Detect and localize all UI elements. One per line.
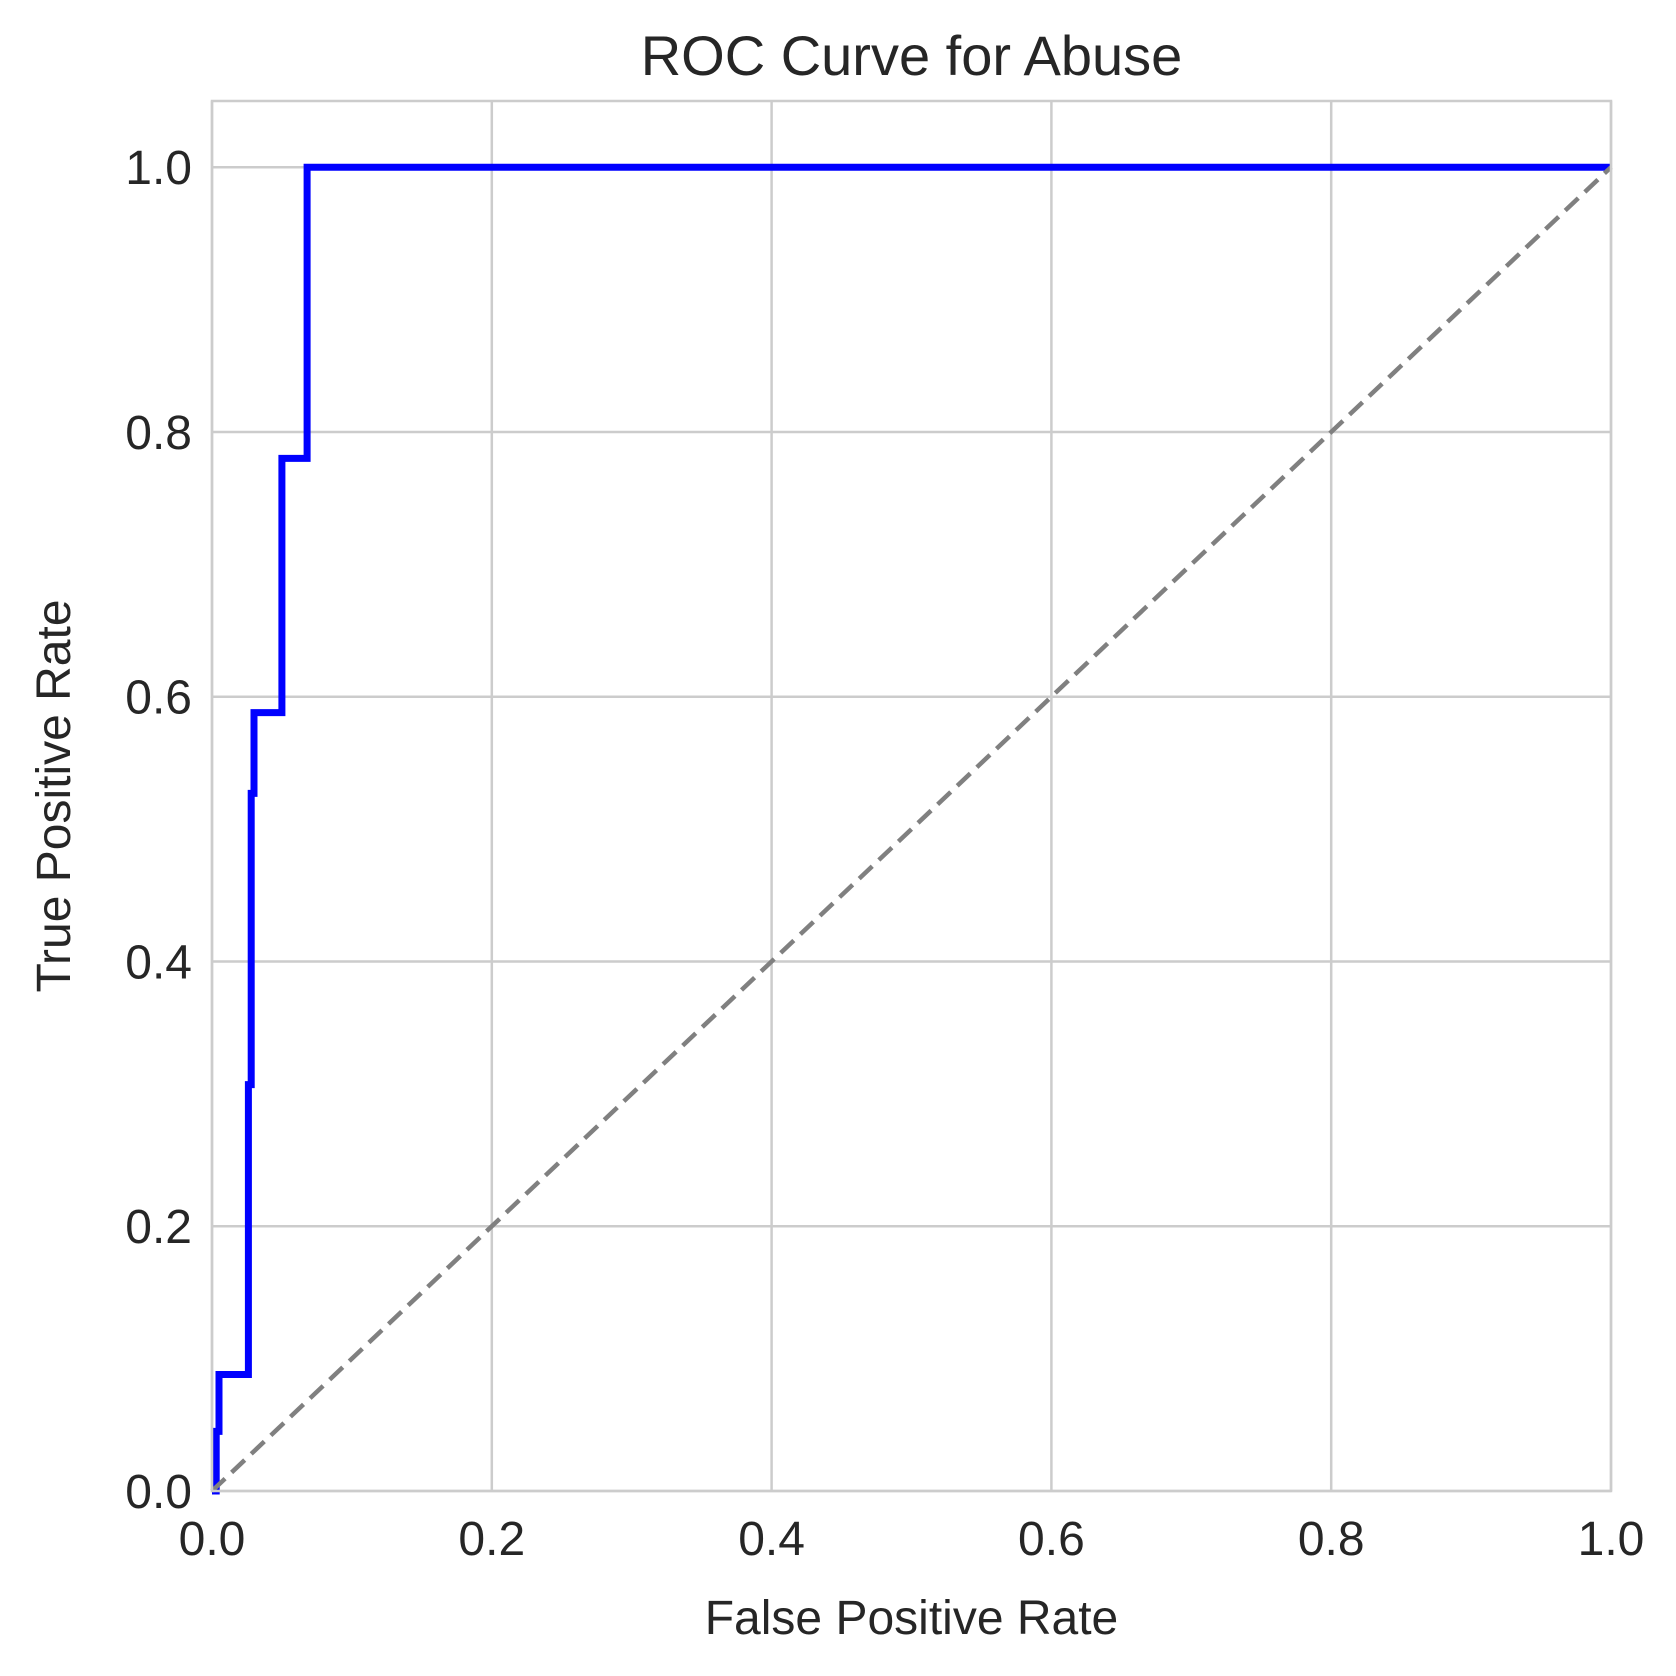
y-tick-label: 1.0 <box>125 142 192 195</box>
y-axis-label: True Positive Rate <box>28 599 81 992</box>
x-tick-label: 1.0 <box>1578 1513 1645 1566</box>
series-layer <box>210 163 1613 1495</box>
x-tick-label: 0.0 <box>179 1513 246 1566</box>
y-tick-label: 0.6 <box>125 672 192 725</box>
chart-title: ROC Curve for Abuse <box>641 24 1183 87</box>
y-tick-label: 0.8 <box>125 407 192 460</box>
tick-layer: 0.0 0.2 0.4 0.6 0.8 1.0 0.0 0.2 0.4 0.6 0.8 1.0 <box>125 142 1644 1566</box>
y-tick-label: 0.0 <box>125 1466 192 1519</box>
x-tick-label: 0.2 <box>458 1513 525 1566</box>
x-axis-label: False Positive Rate <box>705 1592 1119 1645</box>
diagonal-reference-line <box>210 165 1613 1493</box>
grid-layer <box>210 101 1613 1493</box>
roc-curve-line <box>212 163 1611 1495</box>
x-tick-label: 0.8 <box>1298 1513 1365 1566</box>
y-tick-label: 0.2 <box>125 1201 192 1254</box>
y-tick-label: 0.4 <box>125 936 192 989</box>
x-tick-label: 0.4 <box>738 1513 805 1566</box>
x-tick-label: 0.6 <box>1018 1513 1085 1566</box>
plot-frame <box>210 99 1613 1493</box>
